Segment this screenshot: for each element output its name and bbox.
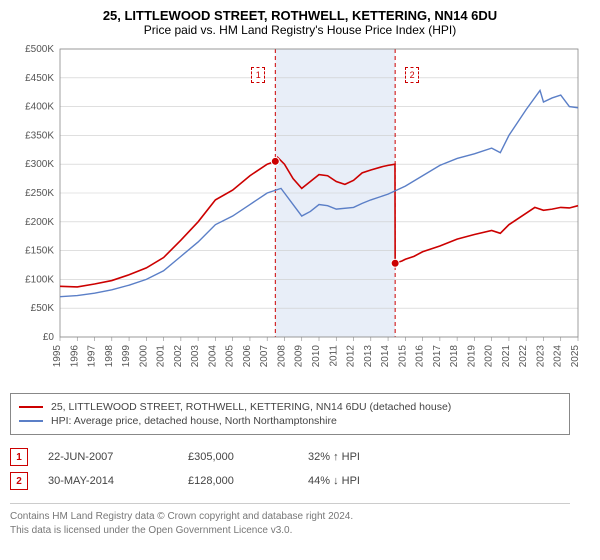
svg-text:2017: 2017 xyxy=(432,345,443,368)
footer-attribution: Contains HM Land Registry data © Crown c… xyxy=(10,503,570,538)
chart-area: £0 £50K £100K £150K £200K £250K £300K £350K £400… xyxy=(10,45,590,385)
svg-text:2000: 2000 xyxy=(138,345,149,368)
svg-text:2016: 2016 xyxy=(415,345,426,368)
chart-marker-2: 2 xyxy=(405,67,419,83)
svg-text:1997: 1997 xyxy=(87,345,98,368)
svg-text:2010: 2010 xyxy=(311,345,322,368)
page-subtitle: Price paid vs. HM Land Registry's House … xyxy=(10,23,590,37)
transaction-price: £305,000 xyxy=(188,451,288,463)
footer-line-2: This data is licensed under the Open Gov… xyxy=(10,524,570,538)
svg-text:1996: 1996 xyxy=(69,345,80,368)
footer-line-1: Contains HM Land Registry data © Crown c… xyxy=(10,510,570,524)
legend-row-property: 25, LITTLEWOOD STREET, ROTHWELL, KETTERI… xyxy=(19,400,561,414)
svg-text:2015: 2015 xyxy=(397,345,408,368)
svg-text:2001: 2001 xyxy=(156,345,167,368)
svg-text:£200K: £200K xyxy=(25,217,54,228)
svg-text:£250K: £250K xyxy=(25,188,54,199)
svg-text:2008: 2008 xyxy=(276,345,287,368)
legend-label-property: 25, LITTLEWOOD STREET, ROTHWELL, KETTERI… xyxy=(51,401,451,413)
svg-text:£450K: £450K xyxy=(25,73,54,84)
transaction-badge-2: 2 xyxy=(10,472,28,490)
transactions-table: 1 22-JUN-2007 £305,000 32% ↑ HPI 2 30-MA… xyxy=(10,445,570,493)
chart-marker-1: 1 xyxy=(251,67,265,83)
svg-text:1995: 1995 xyxy=(52,345,63,368)
svg-text:2005: 2005 xyxy=(225,345,236,368)
svg-text:2025: 2025 xyxy=(570,345,581,368)
chart-container: 25, LITTLEWOOD STREET, ROTHWELL, KETTERI… xyxy=(0,0,600,548)
legend-swatch-hpi xyxy=(19,420,43,422)
svg-text:2022: 2022 xyxy=(518,345,529,368)
svg-text:£50K: £50K xyxy=(31,303,55,314)
legend-label-hpi: HPI: Average price, detached house, Nort… xyxy=(51,415,337,427)
svg-text:£150K: £150K xyxy=(25,246,54,257)
transaction-date: 30-MAY-2014 xyxy=(48,475,168,487)
transaction-row: 2 30-MAY-2014 £128,000 44% ↓ HPI xyxy=(10,469,570,493)
svg-text:2020: 2020 xyxy=(484,345,495,368)
svg-text:2004: 2004 xyxy=(207,345,218,368)
svg-text:2024: 2024 xyxy=(553,345,564,368)
transaction-diff: 32% ↑ HPI xyxy=(308,451,428,463)
transaction-price: £128,000 xyxy=(188,475,288,487)
svg-text:£0: £0 xyxy=(43,332,55,343)
svg-text:£500K: £500K xyxy=(25,45,54,55)
svg-text:2011: 2011 xyxy=(328,345,339,367)
svg-text:£100K: £100K xyxy=(25,274,54,285)
svg-text:£350K: £350K xyxy=(25,130,54,141)
transaction-date: 22-JUN-2007 xyxy=(48,451,168,463)
svg-text:2013: 2013 xyxy=(363,345,374,368)
transaction-row: 1 22-JUN-2007 £305,000 32% ↑ HPI xyxy=(10,445,570,469)
svg-text:2002: 2002 xyxy=(173,345,184,368)
svg-text:£400K: £400K xyxy=(25,102,54,113)
svg-text:2006: 2006 xyxy=(242,345,253,368)
svg-text:2012: 2012 xyxy=(346,345,357,368)
legend-row-hpi: HPI: Average price, detached house, Nort… xyxy=(19,414,561,428)
page-title: 25, LITTLEWOOD STREET, ROTHWELL, KETTERI… xyxy=(10,8,590,23)
svg-text:2019: 2019 xyxy=(466,345,477,368)
svg-text:1999: 1999 xyxy=(121,345,132,368)
svg-text:2003: 2003 xyxy=(190,345,201,368)
svg-text:2007: 2007 xyxy=(259,345,270,368)
transaction-badge-1: 1 xyxy=(10,448,28,466)
svg-text:2009: 2009 xyxy=(294,345,305,368)
svg-text:2021: 2021 xyxy=(501,345,512,368)
svg-text:£300K: £300K xyxy=(25,159,54,170)
legend-swatch-property xyxy=(19,406,43,408)
svg-text:2018: 2018 xyxy=(449,345,460,368)
svg-text:1998: 1998 xyxy=(104,345,115,368)
legend-box: 25, LITTLEWOOD STREET, ROTHWELL, KETTERI… xyxy=(10,393,570,435)
transaction-diff: 44% ↓ HPI xyxy=(308,475,428,487)
svg-text:2023: 2023 xyxy=(535,345,546,368)
svg-text:2014: 2014 xyxy=(380,345,391,368)
line-chart-svg: £0 £50K £100K £150K £200K £250K £300K £350K £400… xyxy=(10,45,590,385)
